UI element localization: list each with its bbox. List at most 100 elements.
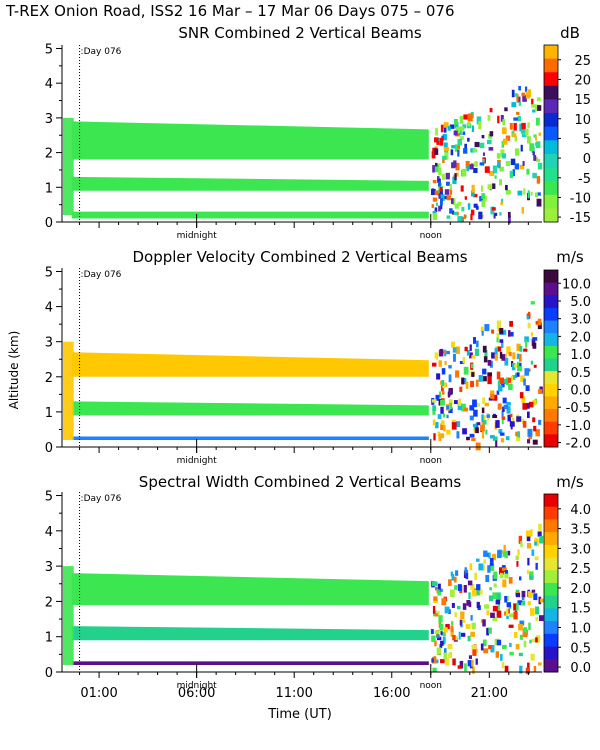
colorbar-segment bbox=[544, 544, 558, 559]
turbulence-cell bbox=[453, 576, 457, 583]
turbulence-cell bbox=[504, 357, 509, 366]
turbulence-cell bbox=[526, 411, 530, 419]
turbulence-cell bbox=[467, 121, 471, 126]
turbulence-cell bbox=[509, 642, 512, 648]
turbulence-cell bbox=[503, 379, 509, 384]
day-marker-label: :Day 076 bbox=[81, 494, 122, 504]
turbulence-cell bbox=[442, 157, 445, 164]
turbulence-cell bbox=[517, 549, 520, 555]
turbulence-cell bbox=[476, 340, 479, 348]
turbulence-cell bbox=[517, 190, 523, 196]
turbulence-cell bbox=[444, 383, 448, 387]
turbulence-cell bbox=[516, 416, 522, 422]
turbulence-cell bbox=[507, 377, 512, 383]
turbulence-cell bbox=[464, 346, 468, 352]
turbulence-cell bbox=[451, 621, 454, 626]
turbulence-cell bbox=[534, 537, 538, 544]
turbulence-cell bbox=[441, 391, 445, 395]
turbulence-cell bbox=[482, 368, 487, 375]
turbulence-cell bbox=[537, 162, 543, 170]
turbulence-cell bbox=[502, 406, 505, 412]
turbulence-cell bbox=[513, 122, 517, 131]
turbulence-cell bbox=[536, 158, 541, 163]
turbulence-cell bbox=[439, 348, 444, 357]
turbulence-cell bbox=[504, 595, 508, 603]
turbulence-cell bbox=[462, 603, 467, 610]
turbulence-cell bbox=[491, 183, 496, 190]
turbulence-cell bbox=[437, 178, 441, 182]
turbulence-cell bbox=[443, 142, 448, 149]
turbulence-cell bbox=[475, 379, 479, 387]
turbulence-cell bbox=[457, 605, 461, 610]
turbulence-cell bbox=[463, 114, 468, 120]
turbulence-cell bbox=[492, 592, 497, 600]
turbulence-cell bbox=[535, 635, 541, 643]
y-tick-label: 3 bbox=[45, 336, 53, 351]
colorbar-segment bbox=[544, 557, 558, 571]
turbulence-cell bbox=[518, 101, 522, 106]
turbulence-cell bbox=[506, 550, 511, 556]
turbulence-cell bbox=[488, 552, 491, 559]
colorbar-tick-label: 25 bbox=[574, 54, 591, 69]
turbulence-cell bbox=[440, 124, 444, 133]
turbulence-cell bbox=[457, 138, 462, 146]
turbulence-cell bbox=[434, 148, 439, 155]
turbulence-cell bbox=[517, 115, 521, 122]
turbulence-cell bbox=[449, 589, 455, 597]
turbulence-cell bbox=[529, 143, 535, 152]
turbulence-cell bbox=[505, 595, 509, 602]
early-patch bbox=[62, 341, 74, 440]
turbulence-cell bbox=[437, 588, 442, 596]
turbulence-cell bbox=[435, 586, 438, 591]
turbulence-cell bbox=[505, 184, 508, 191]
turbulence-cell bbox=[504, 550, 508, 559]
turbulence-cell bbox=[439, 189, 443, 195]
turbulence-cell bbox=[473, 193, 478, 198]
turbulence-cell bbox=[437, 431, 441, 437]
turbulence-cell bbox=[463, 378, 467, 385]
turbulence-cell bbox=[466, 436, 470, 441]
turbulence-cell bbox=[503, 329, 507, 335]
turbulence-cell bbox=[538, 596, 542, 605]
data-layer-1 bbox=[71, 573, 429, 605]
turbulence-cell bbox=[531, 104, 536, 108]
turbulence-cell bbox=[463, 366, 469, 375]
turbulence-cell bbox=[442, 636, 446, 643]
turbulence-cell bbox=[444, 606, 450, 614]
turbulence-cell bbox=[472, 648, 477, 656]
turbulence-cell bbox=[469, 563, 473, 571]
turbulence-cell bbox=[481, 330, 484, 336]
turbulence-cell bbox=[510, 158, 516, 165]
data-layer-1 bbox=[71, 121, 429, 160]
data-layer-2 bbox=[71, 401, 429, 416]
turbulence-cell bbox=[471, 644, 477, 650]
turbulence-cell bbox=[525, 667, 530, 674]
colorbar-tick-label: 0 bbox=[583, 152, 591, 167]
turbulence-cell bbox=[497, 115, 500, 124]
y-tick-label: 5 bbox=[45, 42, 53, 57]
turbulence-cell bbox=[499, 377, 505, 385]
turbulence-cell bbox=[535, 637, 538, 643]
turbulence-cell bbox=[431, 204, 434, 208]
turbulence-cell bbox=[475, 403, 481, 407]
turbulence-cell bbox=[455, 346, 460, 355]
turbulence-cell bbox=[487, 376, 492, 385]
colorbar-segment bbox=[544, 396, 558, 410]
turbulence-cell bbox=[435, 162, 438, 167]
x-tick-label: 21:00 bbox=[471, 686, 508, 701]
turbulence-cell bbox=[509, 421, 515, 427]
turbulence-cell bbox=[519, 345, 523, 352]
turbulence-cell bbox=[527, 190, 530, 199]
turbulence-cell bbox=[448, 579, 452, 587]
turbulence-cell bbox=[515, 555, 519, 561]
turbulence-cell bbox=[443, 122, 449, 128]
turbulence-cell bbox=[532, 342, 537, 349]
turbulence-cell bbox=[462, 356, 466, 364]
turbulence-cell bbox=[436, 647, 442, 655]
turbulence-cell bbox=[481, 193, 486, 200]
turbulence-cell bbox=[513, 603, 518, 611]
turbulence-cell bbox=[463, 407, 468, 412]
turbulence-cell bbox=[475, 658, 478, 665]
turbulence-cell bbox=[446, 429, 451, 435]
turbulence-cell bbox=[525, 92, 530, 99]
